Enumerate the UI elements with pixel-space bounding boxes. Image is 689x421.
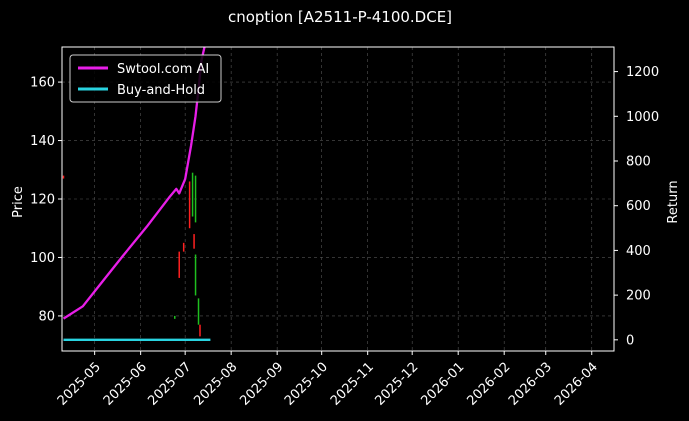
price-bar	[178, 251, 180, 278]
y-tick-label: 120	[30, 193, 55, 208]
legend-label-buy-and-hold: Buy-and-Hold	[117, 83, 205, 98]
x-tick-label: 2025-06	[101, 360, 150, 409]
x-tick-label: 2025-11	[328, 360, 377, 409]
y-tick-label: 140	[30, 134, 55, 149]
price-bar	[191, 172, 194, 217]
x-tick-label: 2025-07	[145, 360, 194, 409]
x-tick-label: 2026-01	[418, 360, 467, 409]
y-axis-return: 0 200 400 600 800 1000 1200	[614, 65, 659, 348]
y2-tick-label: 200	[626, 289, 651, 304]
y2-tick-label: 1200	[626, 65, 659, 80]
price-bar	[188, 181, 191, 229]
price-bars	[62, 172, 201, 337]
x-tick-label: 2025-12	[372, 360, 421, 409]
y2-tick-label: 1000	[626, 110, 659, 125]
x-tick-label: 2025-10	[282, 360, 331, 409]
x-tick-label: 2026-04	[552, 360, 601, 409]
price-bar	[194, 175, 197, 223]
price-bar	[182, 242, 185, 252]
price-bar	[174, 315, 176, 319]
y-axis-label-price: Price	[11, 186, 26, 218]
legend-label-ai: Swtool.com AI	[117, 62, 209, 77]
y2-tick-label: 400	[626, 244, 651, 259]
chart-title: cnoption [A2511-P-4100.DCE]	[228, 8, 452, 26]
price-bar	[193, 234, 195, 249]
x-axis: 2025-052025-062025-072025-082025-092025-…	[55, 351, 601, 409]
x-tick-label: 2025-08	[191, 360, 240, 409]
x-tick-label: 2026-03	[506, 360, 555, 409]
legend: Swtool.com AI Buy-and-Hold	[69, 54, 222, 103]
y-tick-label: 80	[38, 309, 55, 324]
price-bar	[62, 175, 65, 179]
y-axis-price: 80 100 120 140 160	[30, 76, 62, 324]
price-bar	[194, 254, 197, 296]
x-tick-label: 2025-05	[55, 360, 104, 409]
y2-tick-label: 800	[626, 155, 651, 170]
y-axis-label-return: Return	[666, 180, 681, 223]
x-tick-label: 2026-02	[464, 360, 513, 409]
y2-tick-label: 0	[626, 333, 634, 348]
y2-tick-label: 600	[626, 199, 651, 214]
x-tick-label: 2025-09	[237, 360, 286, 409]
price-bar	[199, 324, 201, 337]
price-bar	[197, 298, 200, 325]
y-tick-label: 160	[30, 76, 55, 91]
y-tick-label: 100	[30, 251, 55, 266]
